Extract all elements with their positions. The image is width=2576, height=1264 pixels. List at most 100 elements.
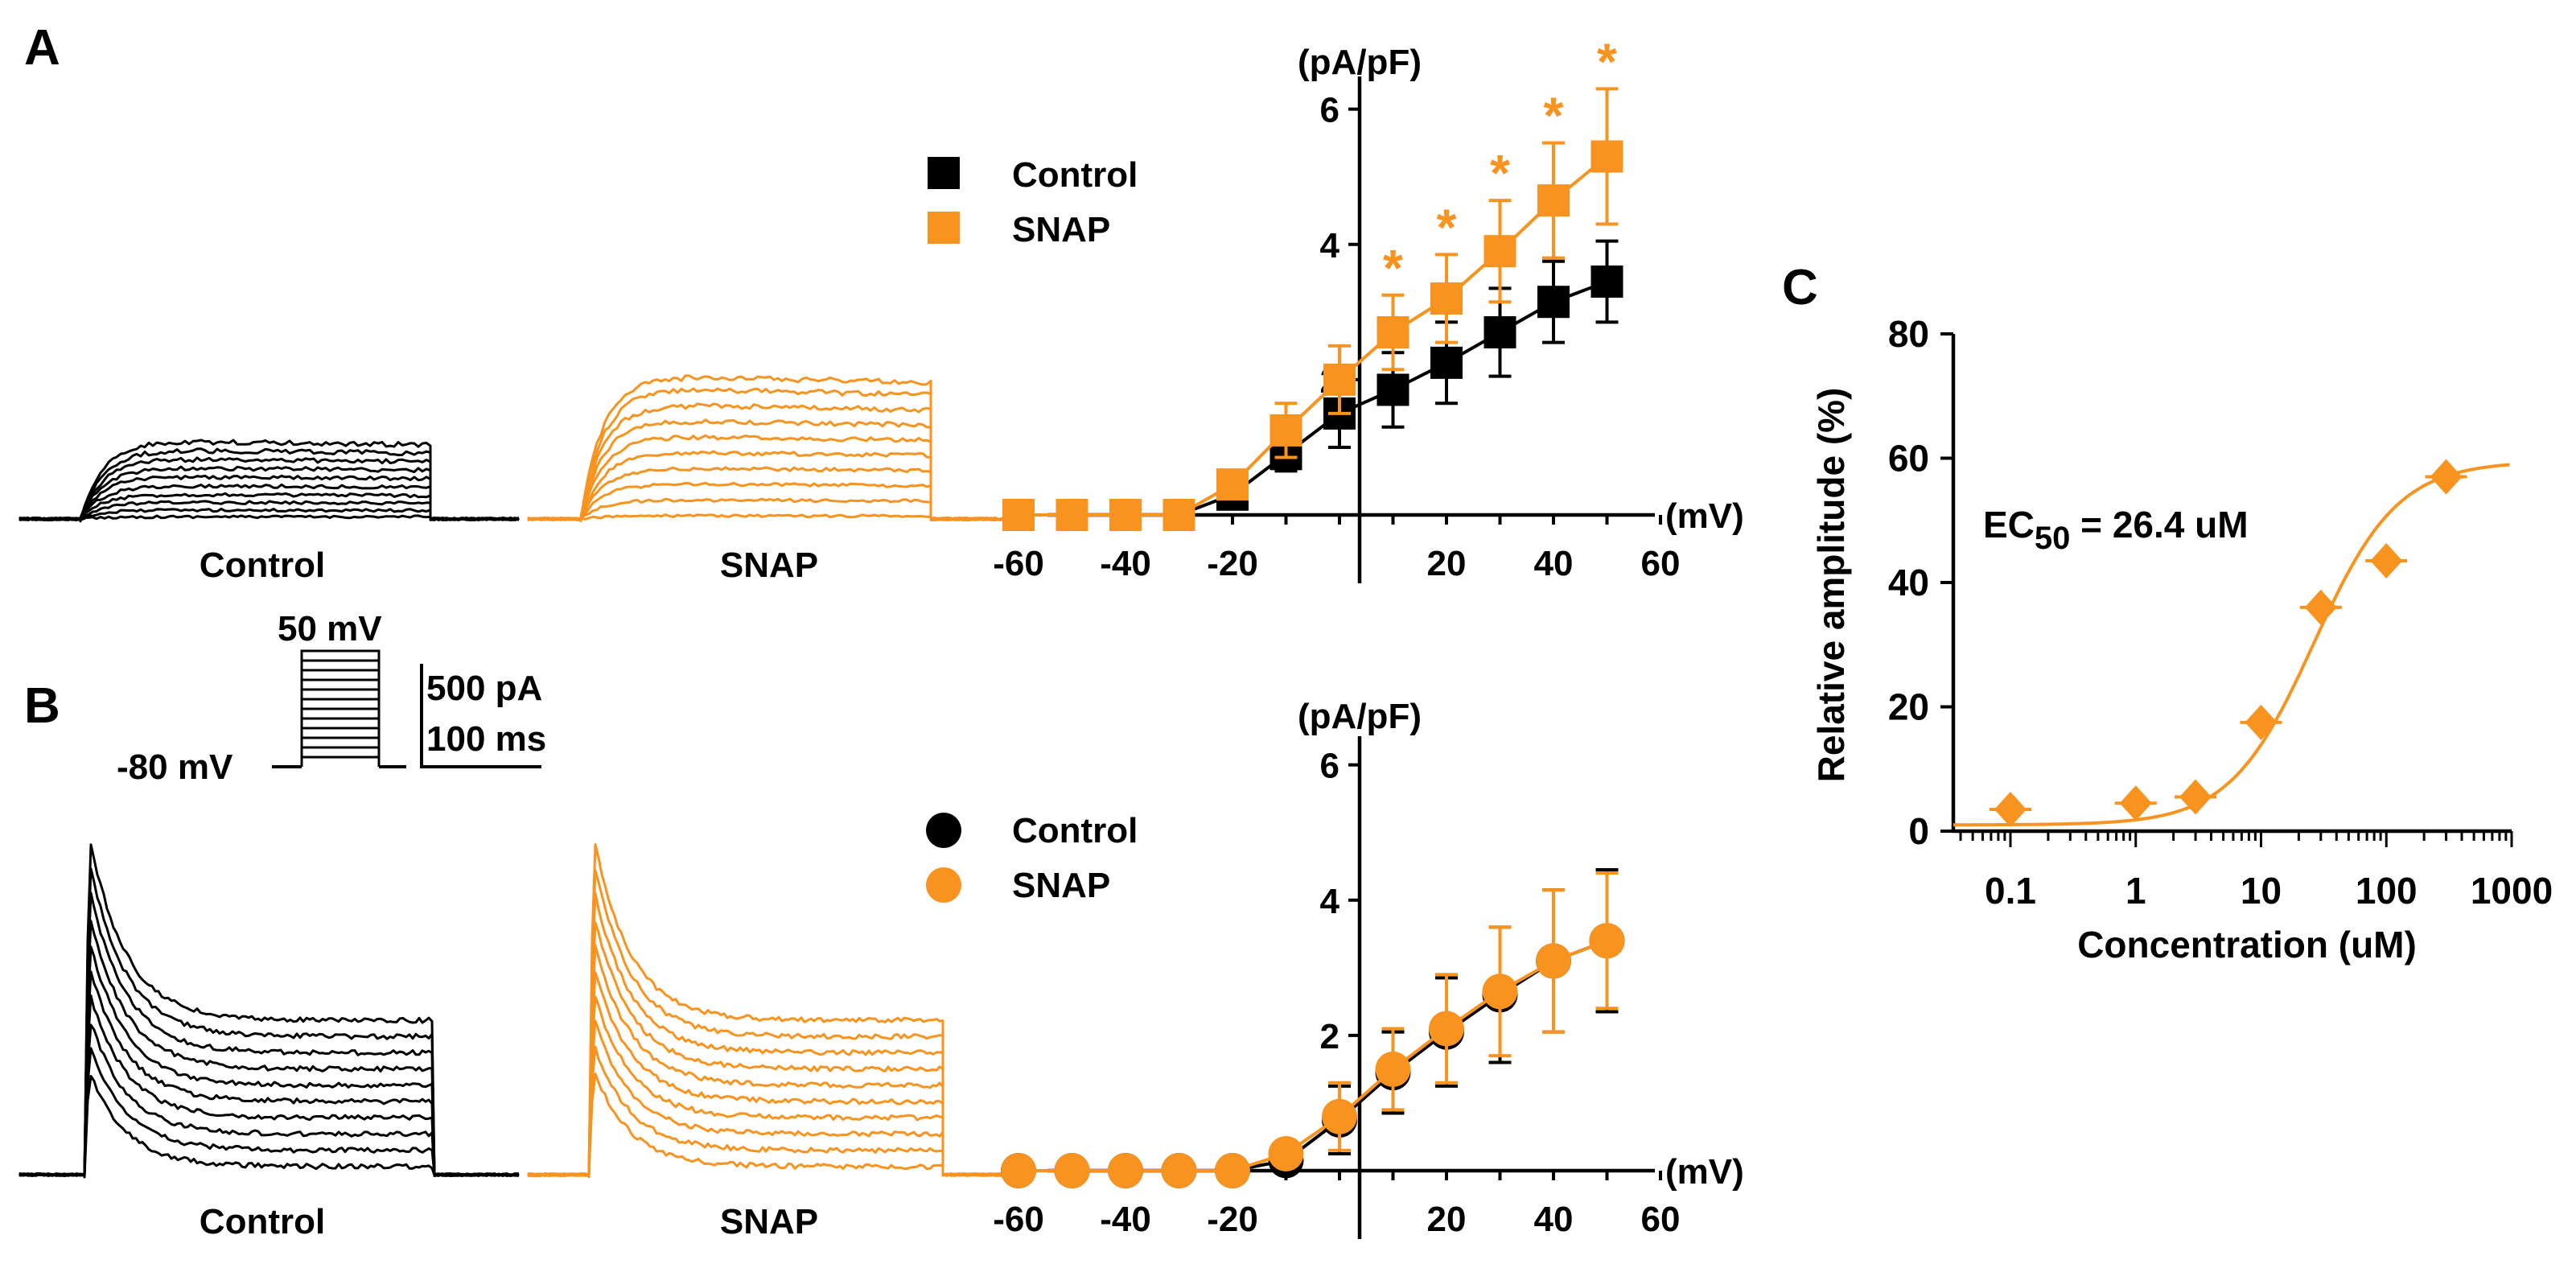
y-tick-label: 4 [1320, 226, 1340, 266]
data-point [1108, 1153, 1143, 1188]
y-tick-label: 20 [1888, 686, 1929, 728]
traces-b-snap [527, 843, 1032, 1179]
series-control [1002, 239, 1623, 531]
data-point [1375, 1051, 1411, 1087]
iv-a-legend: Control SNAP [928, 155, 1138, 249]
data-point [1589, 923, 1625, 959]
data-point [1322, 1098, 1357, 1134]
x-tick-label: 1 [2125, 870, 2146, 912]
current-trace [527, 869, 1032, 1177]
dr-series [1953, 459, 2510, 827]
protocol-steps [300, 649, 381, 767]
legend-a-snap-marker [928, 212, 960, 244]
data-point [1001, 1153, 1036, 1188]
scale-bar-current: 500 pA [426, 669, 542, 708]
x-tick-label: 40 [1534, 544, 1574, 583]
series-snap [1002, 87, 1623, 531]
current-trace [527, 921, 1032, 1178]
series-line [1018, 280, 1608, 517]
current-trace [19, 1047, 520, 1177]
data-point [1269, 414, 1302, 447]
data-point [1002, 499, 1035, 531]
y-tick-label: 80 [1888, 313, 1929, 355]
current-trace [527, 1019, 1032, 1177]
x-tick-label: 10 [2241, 870, 2282, 912]
dr-xlabel: Concentration (uM) [2077, 924, 2417, 965]
data-point [1376, 373, 1409, 406]
iv-a-ylabel: (pA/pF) [1298, 43, 1422, 82]
data-point [1376, 316, 1409, 349]
data-point [1161, 1153, 1197, 1188]
y-tick-label: 6 [1320, 91, 1339, 130]
data-point [2179, 779, 2212, 815]
legend-b-control-marker [926, 813, 961, 848]
iv-a-x-ticks: -60 -40 -20 20 40 60 [993, 515, 1680, 583]
x-tick-label: -40 [1100, 544, 1151, 583]
dr-x-ticks: 0.1 1 10 100 1000 [1959, 831, 2553, 912]
data-point [1430, 346, 1463, 379]
panel-label-c: C [1782, 260, 1818, 315]
panel-label-b: B [24, 678, 60, 734]
panel-label-a: A [24, 20, 60, 76]
current-trace [19, 891, 520, 1177]
ec50-prefix: EC [1983, 504, 2035, 546]
data-point [1109, 499, 1142, 531]
x-tick-label: 20 [1427, 544, 1467, 583]
data-point [2430, 459, 2463, 495]
legend-a-control-marker [928, 157, 960, 189]
y-tick-label: 40 [1888, 562, 1929, 603]
data-point [1590, 266, 1623, 298]
scale-bar-lines [420, 664, 541, 768]
significance-asterisk: * [1437, 198, 1457, 256]
voltage-protocol: 50 mV -80 mV [117, 609, 406, 787]
y-tick-label: 60 [1888, 438, 1929, 480]
current-trace [527, 374, 1020, 521]
dr-ec50-annotation: EC50 = 26.4 uM [1983, 504, 2249, 556]
x-tick-label: -60 [993, 1200, 1044, 1239]
protocol-step [300, 649, 381, 767]
legend-a-control-label: Control [1012, 155, 1138, 195]
data-point [1323, 363, 1356, 396]
scale-bar: 500 pA 100 ms [420, 664, 546, 768]
current-trace [19, 438, 520, 523]
scale-bar-time: 100 ms [426, 719, 546, 759]
legend-a-snap-label: SNAP [1012, 210, 1110, 249]
protocol-step [300, 736, 381, 767]
traces-a-control [19, 438, 520, 523]
protocol-step [300, 717, 381, 767]
iv-b-legend: Control SNAP [926, 811, 1138, 905]
data-point [1215, 1153, 1250, 1188]
current-trace [527, 1045, 1032, 1178]
trace-label-a-control: Control [200, 546, 325, 585]
current-trace [19, 920, 520, 1178]
current-trace [527, 1073, 1032, 1177]
current-trace [19, 1023, 520, 1177]
data-point [1216, 468, 1249, 501]
current-trace [527, 843, 1032, 1177]
traces-a-snap [527, 374, 1020, 523]
current-trace [527, 891, 1032, 1177]
iv-b-xlabel: (mV) [1665, 1152, 1744, 1192]
series-control [1001, 867, 1625, 1188]
data-point [1430, 282, 1463, 315]
x-tick-label: 60 [1641, 544, 1681, 583]
trace-label-b-snap: SNAP [720, 1202, 818, 1241]
data-point [1482, 974, 1518, 1010]
data-point [1268, 1135, 1304, 1171]
current-trace [19, 867, 520, 1177]
data-point [1483, 235, 1516, 268]
ec50-subscript: 50 [2035, 521, 2071, 556]
x-tick-label: 40 [1534, 1200, 1574, 1239]
protocol-top-label: 50 mV [278, 609, 382, 648]
current-trace [19, 945, 520, 1177]
x-tick-label: 20 [1427, 1200, 1467, 1239]
data-point [1483, 316, 1516, 349]
y-tick-label: 6 [1320, 747, 1339, 786]
x-tick-label: -60 [993, 544, 1044, 583]
x-tick-label: 1000 [2471, 870, 2553, 912]
iv-plot-b: 2 4 6 -60 -40 -20 20 40 60 (pA/pF) (mV) Control… [926, 697, 1744, 1239]
x-tick-label: 0.1 [1985, 870, 2036, 912]
data-point [2304, 589, 2337, 625]
